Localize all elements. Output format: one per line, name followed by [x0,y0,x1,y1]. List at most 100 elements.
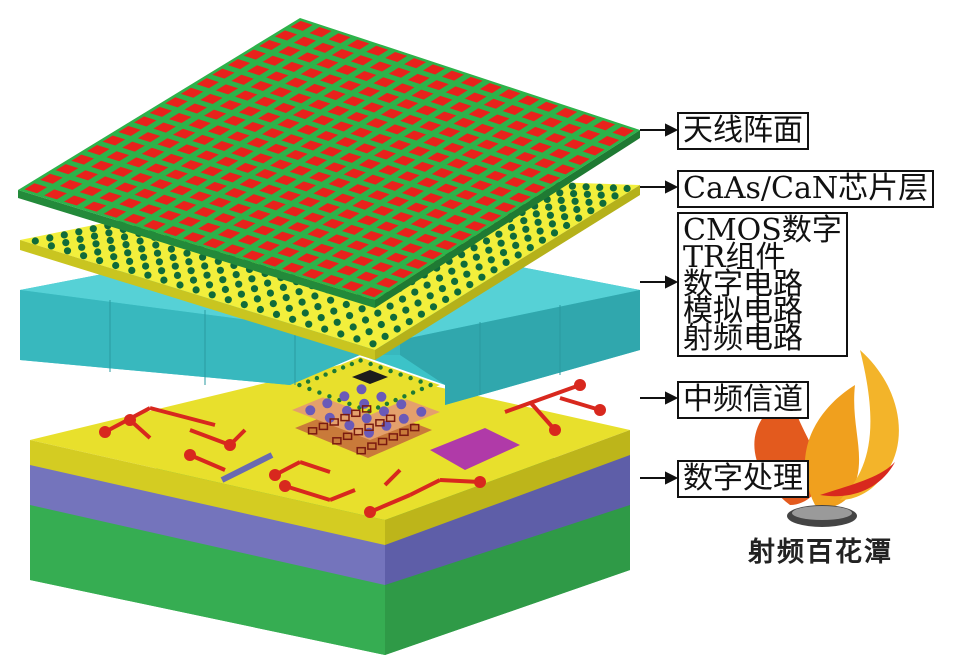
via-dot [398,295,407,303]
via-dot [94,248,102,256]
antenna-patch [346,111,369,122]
antenna-patch [431,168,454,179]
antenna-patch [479,83,502,94]
antenna-patch [515,152,537,163]
antenna-patch [366,45,389,56]
antenna-patch [297,52,320,63]
via-dot [369,340,377,348]
antenna-patch [485,170,508,181]
via-dot [381,332,389,340]
pcb-trace [439,478,481,484]
watermark-text: 射频百花潭 [748,537,893,568]
antenna-patch [59,179,83,190]
antenna-patch [509,192,531,203]
stack-pad [375,405,381,410]
via-dot [192,286,200,294]
antenna-patch [491,130,514,141]
antenna-patch [293,36,317,47]
via-dot [546,211,555,219]
antenna-patch [563,139,586,150]
antenna-patch [361,287,384,298]
antenna-patch [436,183,459,194]
antenna-patch [327,234,350,245]
via-dot [208,291,216,299]
antenna-patch [578,129,601,140]
antenna-patch [282,262,305,273]
label-analog-circuit: 模拟电路 [683,294,803,329]
via-dot [105,229,113,237]
via-dot [120,233,129,241]
via-dot [524,234,532,242]
antenna-patch [327,105,350,116]
via-dot [253,295,261,303]
antenna-patch [480,155,503,166]
antenna-patch [277,118,300,129]
rf-pad [324,412,335,423]
antenna-patch [180,160,204,171]
antenna-patch [316,259,340,270]
antenna-patch [476,139,499,150]
via-dot [414,299,422,307]
antenna-patch [141,147,165,158]
antenna-patch [390,268,413,279]
antenna-patch [243,49,266,60]
via-dot [108,244,116,252]
antenna-patch [163,226,186,237]
via-dot [426,292,434,300]
antenna-patch [292,237,315,248]
via-dot [495,230,503,238]
logo-flame-icon [754,350,899,527]
via-dot [124,249,132,257]
via-dot [90,232,99,240]
antenna-patch [397,171,420,182]
antenna-patch [483,98,506,109]
antenna-patch [358,158,381,170]
antenna-patch [553,164,576,175]
antenna-patch [137,132,161,143]
antenna-patch [401,186,424,197]
antenna-patch [185,175,208,186]
antenna-patch [99,192,122,203]
via-dot [305,320,313,328]
antenna-patch [298,196,321,207]
via-dot [386,302,394,310]
via-dot [585,198,593,206]
antenna-patch [331,121,354,132]
antenna-patch [559,123,582,134]
antenna-patch [434,111,457,122]
rf-trace [329,418,339,426]
antenna-patch [461,149,484,160]
rf-trace [318,422,329,431]
antenna-patch [180,87,204,98]
label-cmos-digital: CMOS数字 [683,213,842,248]
pcb-pad [279,480,291,492]
rf-trace [332,437,342,445]
antenna-patch [309,27,332,38]
antenna-patch [312,115,335,126]
antenna-patch [386,252,409,263]
antenna-patch [293,181,317,192]
via-dot [346,312,354,320]
via-dot [411,288,419,296]
rf-pad [322,398,333,409]
via-dot [171,262,179,270]
rf-trace [399,428,409,437]
antenna-patch [290,20,313,31]
pcb-trace [383,468,402,487]
antenna-patch [408,146,431,157]
purple-strip [220,452,274,483]
antenna-patch [213,213,236,224]
antenna-patch [130,173,153,184]
stack-pad [340,365,346,370]
rf-trace [361,405,372,413]
antenna-patch [319,74,343,85]
antenna-patch [149,106,173,117]
antenna-patch [460,76,483,87]
chip-pad [430,428,520,470]
via-dot [155,258,163,266]
via-dot [89,225,97,233]
antenna-patch [457,133,480,144]
via-dot [417,310,425,318]
antenna-patch [336,265,359,276]
antenna-patch [176,144,200,155]
